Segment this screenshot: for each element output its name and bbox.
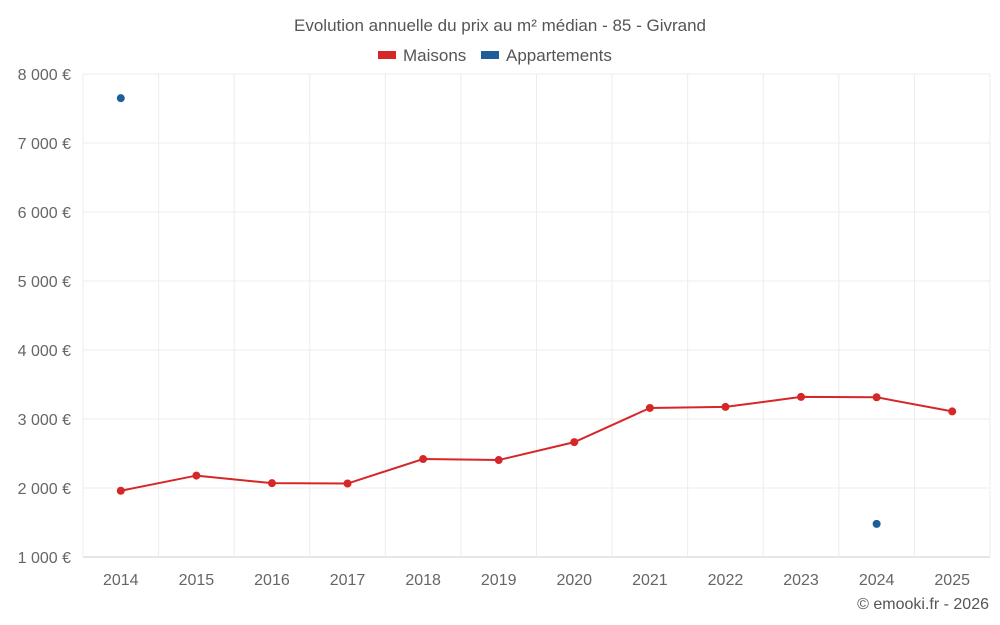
y-tick-label: 3 000 €	[18, 412, 71, 429]
x-tick-label: 2021	[632, 572, 668, 589]
data-point-maisons-2022[interactable]	[721, 402, 730, 411]
grid	[82, 73, 991, 558]
legend-item-maisons[interactable]: Maisons	[378, 46, 466, 65]
x-axis: 2014 2015 2016 2017 2018 2019 2020 2021 2022 2023…	[103, 572, 970, 589]
data-point-maisons-2019[interactable]	[494, 456, 503, 465]
data-point-maisons-2016[interactable]	[267, 479, 276, 488]
credit: © emooki.fr - 2026	[857, 596, 989, 613]
data-point-appartements-2014[interactable]	[116, 94, 125, 103]
y-tick-label: 7 000 €	[18, 136, 71, 153]
x-tick-label: 2018	[405, 572, 441, 589]
x-tick-label: 2019	[481, 572, 517, 589]
legend-swatch-maisons	[378, 51, 396, 59]
x-tick-label: 2024	[859, 572, 895, 589]
y-tick-label: 4 000 €	[18, 343, 71, 360]
x-tick-label: 2015	[179, 572, 215, 589]
y-tick-label: 8 000 €	[18, 67, 71, 84]
legend-label-maisons: Maisons	[403, 46, 466, 65]
data-point-maisons-2017[interactable]	[343, 479, 352, 488]
series-line-maisons	[120, 395, 953, 492]
legend-label-appartements: Appartements	[506, 46, 612, 65]
data-point-maisons-2014[interactable]	[116, 486, 125, 495]
legend-item-appartements[interactable]: Appartements	[481, 46, 612, 65]
x-tick-label: 2017	[330, 572, 366, 589]
data-point-maisons-2020[interactable]	[570, 438, 579, 447]
y-tick-label: 1 000 €	[18, 550, 71, 567]
x-tick-label: 2014	[103, 572, 139, 589]
series-appartements	[116, 94, 881, 528]
data-point-maisons-2015[interactable]	[192, 471, 201, 480]
chart-title: Evolution annuelle du prix au m² médian …	[294, 16, 706, 35]
x-tick-label: 2025	[934, 572, 970, 589]
x-tick-label: 2016	[254, 572, 290, 589]
x-tick-label: 2020	[556, 572, 592, 589]
plot-area	[116, 94, 957, 528]
legend[interactable]: Maisons Appartements	[378, 46, 612, 65]
x-tick-label: 2022	[708, 572, 744, 589]
data-point-maisons-2025[interactable]	[948, 407, 957, 416]
data-point-maisons-2021[interactable]	[645, 403, 654, 412]
x-tick-label: 2023	[783, 572, 819, 589]
data-point-maisons-2018[interactable]	[419, 455, 428, 464]
y-tick-label: 6 000 €	[18, 205, 71, 222]
y-tick-label: 5 000 €	[18, 274, 71, 291]
data-point-maisons-2024[interactable]	[872, 393, 881, 402]
data-point-appartements-2024[interactable]	[872, 519, 881, 528]
series-maisons	[116, 392, 957, 495]
y-tick-label: 2 000 €	[18, 481, 71, 498]
y-axis: 1 000 € 2 000 € 3 000 € 4 000 € 5 000 € 6 000…	[18, 67, 71, 567]
data-point-maisons-2023[interactable]	[797, 392, 806, 401]
legend-swatch-appartements	[481, 51, 499, 59]
